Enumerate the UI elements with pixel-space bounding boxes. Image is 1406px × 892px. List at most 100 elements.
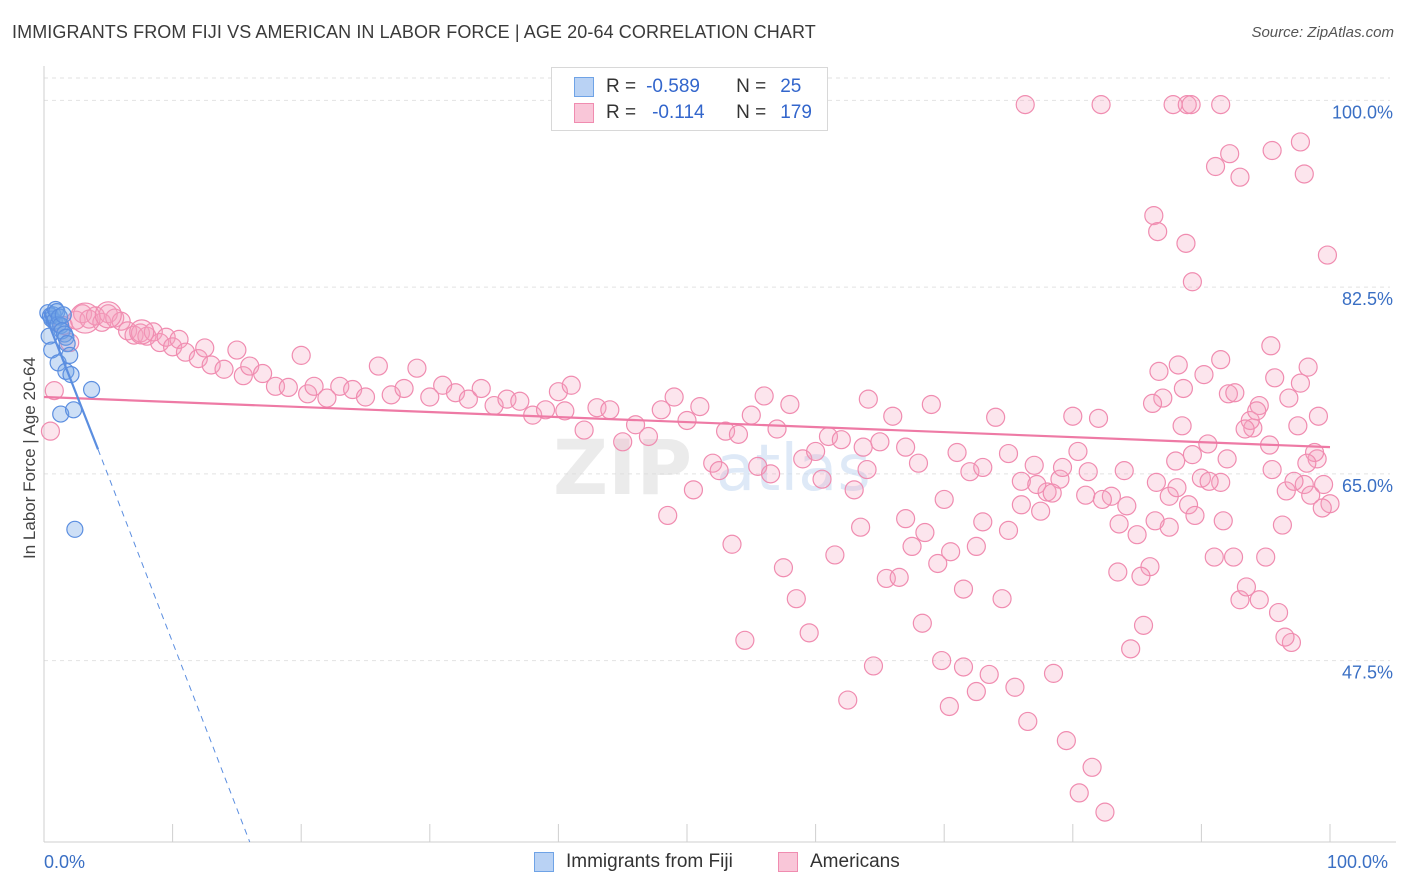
- americans-point: [1153, 388, 1173, 408]
- americans-point: [1181, 95, 1201, 115]
- legend-n-label: N =: [736, 102, 767, 123]
- americans-trend-line: [43, 395, 1331, 449]
- americans-point: [1298, 357, 1318, 377]
- americans-point: [150, 332, 170, 353]
- americans-point: [1078, 462, 1098, 482]
- legend-r-label: R =: [606, 76, 637, 97]
- americans-point: [407, 358, 427, 378]
- americans-point: [1211, 95, 1231, 115]
- americans-point: [735, 630, 755, 650]
- americans-point: [1225, 383, 1245, 403]
- americans-point: [992, 589, 1012, 609]
- americans-point: [1262, 459, 1282, 480]
- americans-point: [1056, 731, 1076, 751]
- fiji-swatch: [574, 77, 594, 97]
- americans-point: [902, 536, 922, 557]
- americans-point: [1272, 515, 1293, 535]
- americans-point: [1213, 511, 1233, 531]
- americans-point: [638, 426, 659, 447]
- americans-point: [1168, 355, 1188, 375]
- americans-point: [1211, 350, 1231, 370]
- americans-point: [420, 387, 440, 407]
- americans-point: [1249, 395, 1269, 416]
- americans-point: [1297, 453, 1317, 473]
- americans-cluster-point: [94, 301, 122, 329]
- americans-point: [1268, 602, 1289, 623]
- americans-point: [1091, 95, 1111, 115]
- americans-point: [195, 338, 215, 358]
- americans-point: [1167, 478, 1187, 498]
- americans-point: [896, 437, 916, 457]
- legend-r-value: -0.114: [652, 102, 705, 123]
- americans-point: [1043, 663, 1064, 683]
- chart-title: IMMIGRANTS FROM FIJI VS AMERICAN IN LABO…: [12, 22, 816, 42]
- americans-point: [1024, 455, 1044, 475]
- americans-point: [973, 457, 993, 478]
- americans-point: [1015, 95, 1035, 115]
- americans-point: [722, 534, 742, 554]
- americans-point: [1042, 483, 1062, 503]
- americans-point: [1218, 384, 1239, 404]
- americans-point: [1204, 547, 1224, 567]
- americans-point: [1247, 401, 1267, 421]
- americans-point: [1069, 783, 1089, 803]
- americans-point: [44, 381, 64, 401]
- americans-point: [1018, 711, 1038, 732]
- legend-n-value: 25: [780, 76, 802, 97]
- americans-point: [651, 400, 671, 420]
- americans-point: [1279, 388, 1299, 408]
- legend-r-label: R =: [606, 102, 637, 123]
- americans-point: [1063, 406, 1083, 426]
- americans-point: [690, 397, 710, 417]
- legend-r-value: -0.589: [646, 76, 700, 97]
- fiji-trend-extension: [97, 449, 251, 843]
- americans-point: [163, 337, 183, 357]
- americans-point: [1011, 471, 1031, 491]
- americans-point: [1281, 632, 1302, 653]
- americans-point: [1249, 590, 1269, 610]
- americans-point: [1301, 485, 1321, 505]
- americans-point: [799, 623, 819, 643]
- americans-point: [1142, 393, 1163, 414]
- americans-point: [658, 505, 678, 526]
- americans-point: [1290, 373, 1311, 393]
- americans-point: [291, 345, 311, 365]
- americans-point: [683, 480, 704, 500]
- americans-point: [1317, 245, 1338, 265]
- americans-point: [1114, 461, 1134, 481]
- americans-point: [912, 613, 932, 633]
- x-axis-max-label: 100.0%: [1327, 852, 1389, 872]
- americans-point: [1185, 505, 1205, 526]
- americans-point: [915, 522, 935, 543]
- americans-point: [1205, 156, 1226, 177]
- americans-point: [555, 401, 575, 421]
- fiji-point: [52, 405, 70, 423]
- americans-point: [851, 517, 871, 537]
- americans-point: [1230, 167, 1250, 187]
- americans-point: [355, 387, 376, 407]
- americans-point: [870, 432, 890, 452]
- americans-point: [1199, 471, 1219, 491]
- americans-point: [741, 405, 761, 425]
- americans-point: [773, 558, 794, 578]
- americans-point: [1290, 132, 1311, 152]
- americans-point: [1304, 442, 1325, 463]
- americans-point: [1117, 496, 1137, 516]
- americans-point: [1313, 474, 1334, 495]
- americans-point: [1178, 495, 1199, 515]
- americans-point: [1217, 449, 1237, 469]
- watermark-atlas: atlas: [716, 432, 871, 506]
- americans-point: [889, 567, 909, 587]
- y-axis-label: In Labor Force | Age 20-64: [20, 357, 39, 559]
- americans-point: [838, 690, 858, 710]
- americans-point: [40, 421, 61, 441]
- americans-point: [1076, 485, 1096, 505]
- americans-point: [1159, 517, 1179, 537]
- fiji-point: [66, 520, 84, 538]
- americans-point: [1148, 222, 1168, 242]
- fiji-point: [57, 328, 75, 346]
- correlation-legend: R = -0.589 N = 25 R = -0.114 N = 179: [551, 67, 828, 131]
- americans-legend-label: Americans: [810, 851, 900, 872]
- americans-point: [767, 419, 787, 439]
- americans-point: [574, 420, 594, 440]
